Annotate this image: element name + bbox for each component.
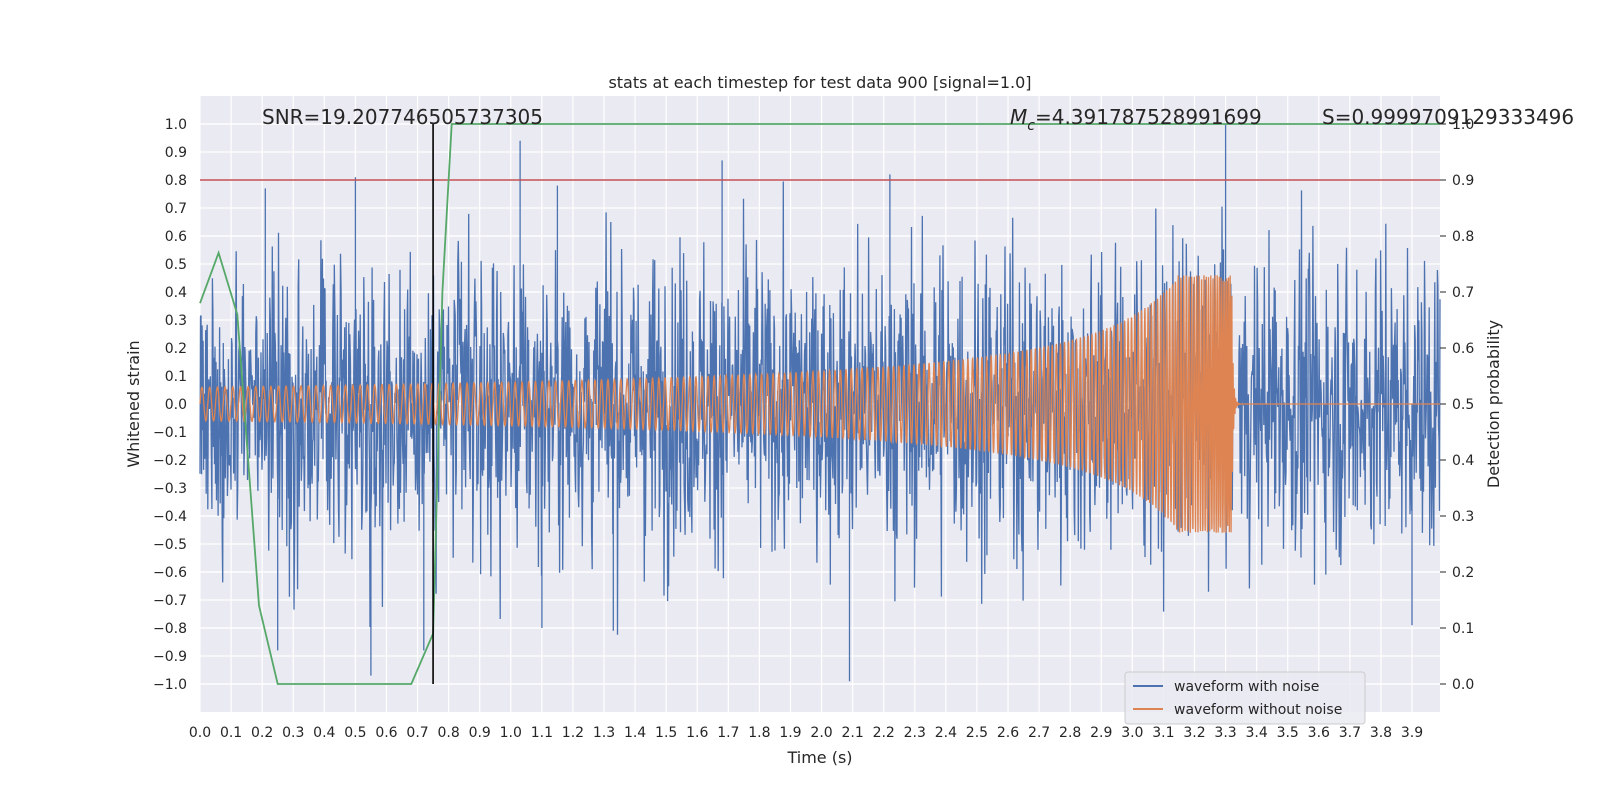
x-tick-label: 2.5 [966,725,988,741]
x-tick-label: 3.2 [1183,725,1205,741]
x-tick-label: 1.4 [624,725,646,741]
left-y-tick-label: 0.6 [165,229,187,245]
x-tick-label: 3.9 [1401,725,1423,741]
left-y-tick-label: −0.7 [153,593,187,609]
x-tick-label: 2.9 [1090,725,1112,741]
x-tick-label: 0.5 [344,725,366,741]
right-y-tick-label: 0.3 [1452,509,1474,525]
x-axis-ticks: 0.0 0.1 0.2 0.3 0.4 0.5 0.6 0.7 0.8 0.9 1.0 1.1 1.2 1… [189,725,1423,741]
right-y-tick-label: 0.0 [1452,677,1474,693]
left-y-tick-label: 0.9 [165,145,187,161]
right-y-tick-label: 1.0 [1452,117,1474,133]
series-waveform-with-noise [199,124,1441,682]
right-y-tick-label: 0.7 [1452,285,1474,301]
x-tick-label: 3.3 [1214,725,1236,741]
x-tick-label: 3.7 [1339,725,1361,741]
snr-annotation: SNR=19.207746505737305 [262,105,543,129]
x-tick-label: 1.8 [748,725,770,741]
x-tick-label: 2.0 [810,725,832,741]
score-annotation: S=0.9999709129333496 [1322,105,1574,129]
x-tick-label: 3.6 [1308,725,1330,741]
x-tick-label: 0.3 [282,725,304,741]
x-tick-label: 2.2 [873,725,895,741]
left-y-axis-label: Whitened strain [124,340,143,467]
x-tick-label: 0.4 [313,725,335,741]
x-tick-label: 0.2 [251,725,273,741]
left-y-tick-label: −0.3 [153,481,187,497]
left-y-tick-label: 0.7 [165,201,187,217]
x-tick-label: 3.1 [1152,725,1174,741]
legend-label-noise: waveform with noise [1174,679,1319,695]
left-y-tick-label: 0.8 [165,173,187,189]
x-tick-label: 1.7 [717,725,739,741]
right-y-tick-label: 0.2 [1452,565,1474,581]
x-tick-label: 0.1 [220,725,242,741]
left-y-axis-ticks: 1.0 0.9 0.8 0.7 0.6 0.5 0.4 0.3 0.2 0.1 0.0 −0.1 −0.… [153,117,187,693]
x-tick-label: 2.4 [935,725,957,741]
left-y-tick-label: 0.1 [165,369,187,385]
x-tick-label: 1.1 [531,725,553,741]
left-y-tick-label: −0.8 [153,621,187,637]
right-y-axis-ticks: 1.0 0.9 0.8 0.7 0.6 0.5 0.4 0.3 0.2 0.1 0.0 [1440,117,1474,693]
x-tick-label: 0.9 [469,725,491,741]
series-waveform-without-noise [199,275,1440,533]
series-layer [199,123,1441,685]
right-y-tick-label: 0.5 [1452,397,1474,413]
legend-label-clean: waveform without noise [1174,702,1342,718]
left-y-tick-label: −0.9 [153,649,187,665]
x-tick-label: 3.0 [1121,725,1143,741]
legend-box [1124,671,1366,725]
x-tick-label: 2.7 [1028,725,1050,741]
x-tick-label: 1.6 [686,725,708,741]
chirp-mass-annotation: Mc=4.391787528991699 [1010,105,1262,134]
left-y-tick-label: 0.2 [165,341,187,357]
x-tick-label: 1.9 [779,725,801,741]
x-tick-label: 1.5 [655,725,677,741]
left-y-tick-label: −0.4 [153,509,187,525]
x-tick-label: 2.8 [1059,725,1081,741]
x-tick-label: 0.6 [375,725,397,741]
x-tick-label: 2.6 [997,725,1019,741]
x-tick-label: 2.3 [904,725,926,741]
right-y-tick-label: 0.1 [1452,621,1474,637]
left-y-tick-label: 0.3 [165,313,187,329]
left-y-tick-label: 0.4 [165,285,187,301]
series-detection-probability [199,123,1440,685]
x-tick-label: 0.8 [437,725,459,741]
left-y-tick-label: 1.0 [165,117,187,133]
x-tick-label: 2.1 [841,725,863,741]
x-tick-label: 3.4 [1246,725,1268,741]
left-y-tick-label: −1.0 [153,677,187,693]
x-tick-label: 0.7 [406,725,428,741]
chart-title: stats at each timestep for test data 900… [608,73,1031,92]
left-y-tick-label: −0.6 [153,565,187,581]
right-y-tick-label: 0.6 [1452,341,1474,357]
left-y-tick-label: −0.2 [153,453,187,469]
x-tick-label: 1.0 [500,725,522,741]
x-tick-label: 3.8 [1370,725,1392,741]
left-y-tick-label: 0.5 [165,257,187,273]
left-y-tick-label: −0.5 [153,537,187,553]
x-axis-label: Time (s) [786,748,852,767]
x-tick-label: 0.0 [189,725,211,741]
x-tick-label: 3.5 [1277,725,1299,741]
left-y-tick-label: −0.1 [153,425,187,441]
legend: waveform with noise waveform without noi… [1124,671,1366,725]
left-y-tick-label: 0.0 [165,397,187,413]
right-y-tick-label: 0.8 [1452,229,1474,245]
x-tick-label: 1.2 [562,725,584,741]
right-y-tick-label: 0.9 [1452,173,1474,189]
x-tick-label: 1.3 [593,725,615,741]
right-y-axis-label: Detection probability [1484,320,1503,488]
right-y-tick-label: 0.4 [1452,453,1474,469]
